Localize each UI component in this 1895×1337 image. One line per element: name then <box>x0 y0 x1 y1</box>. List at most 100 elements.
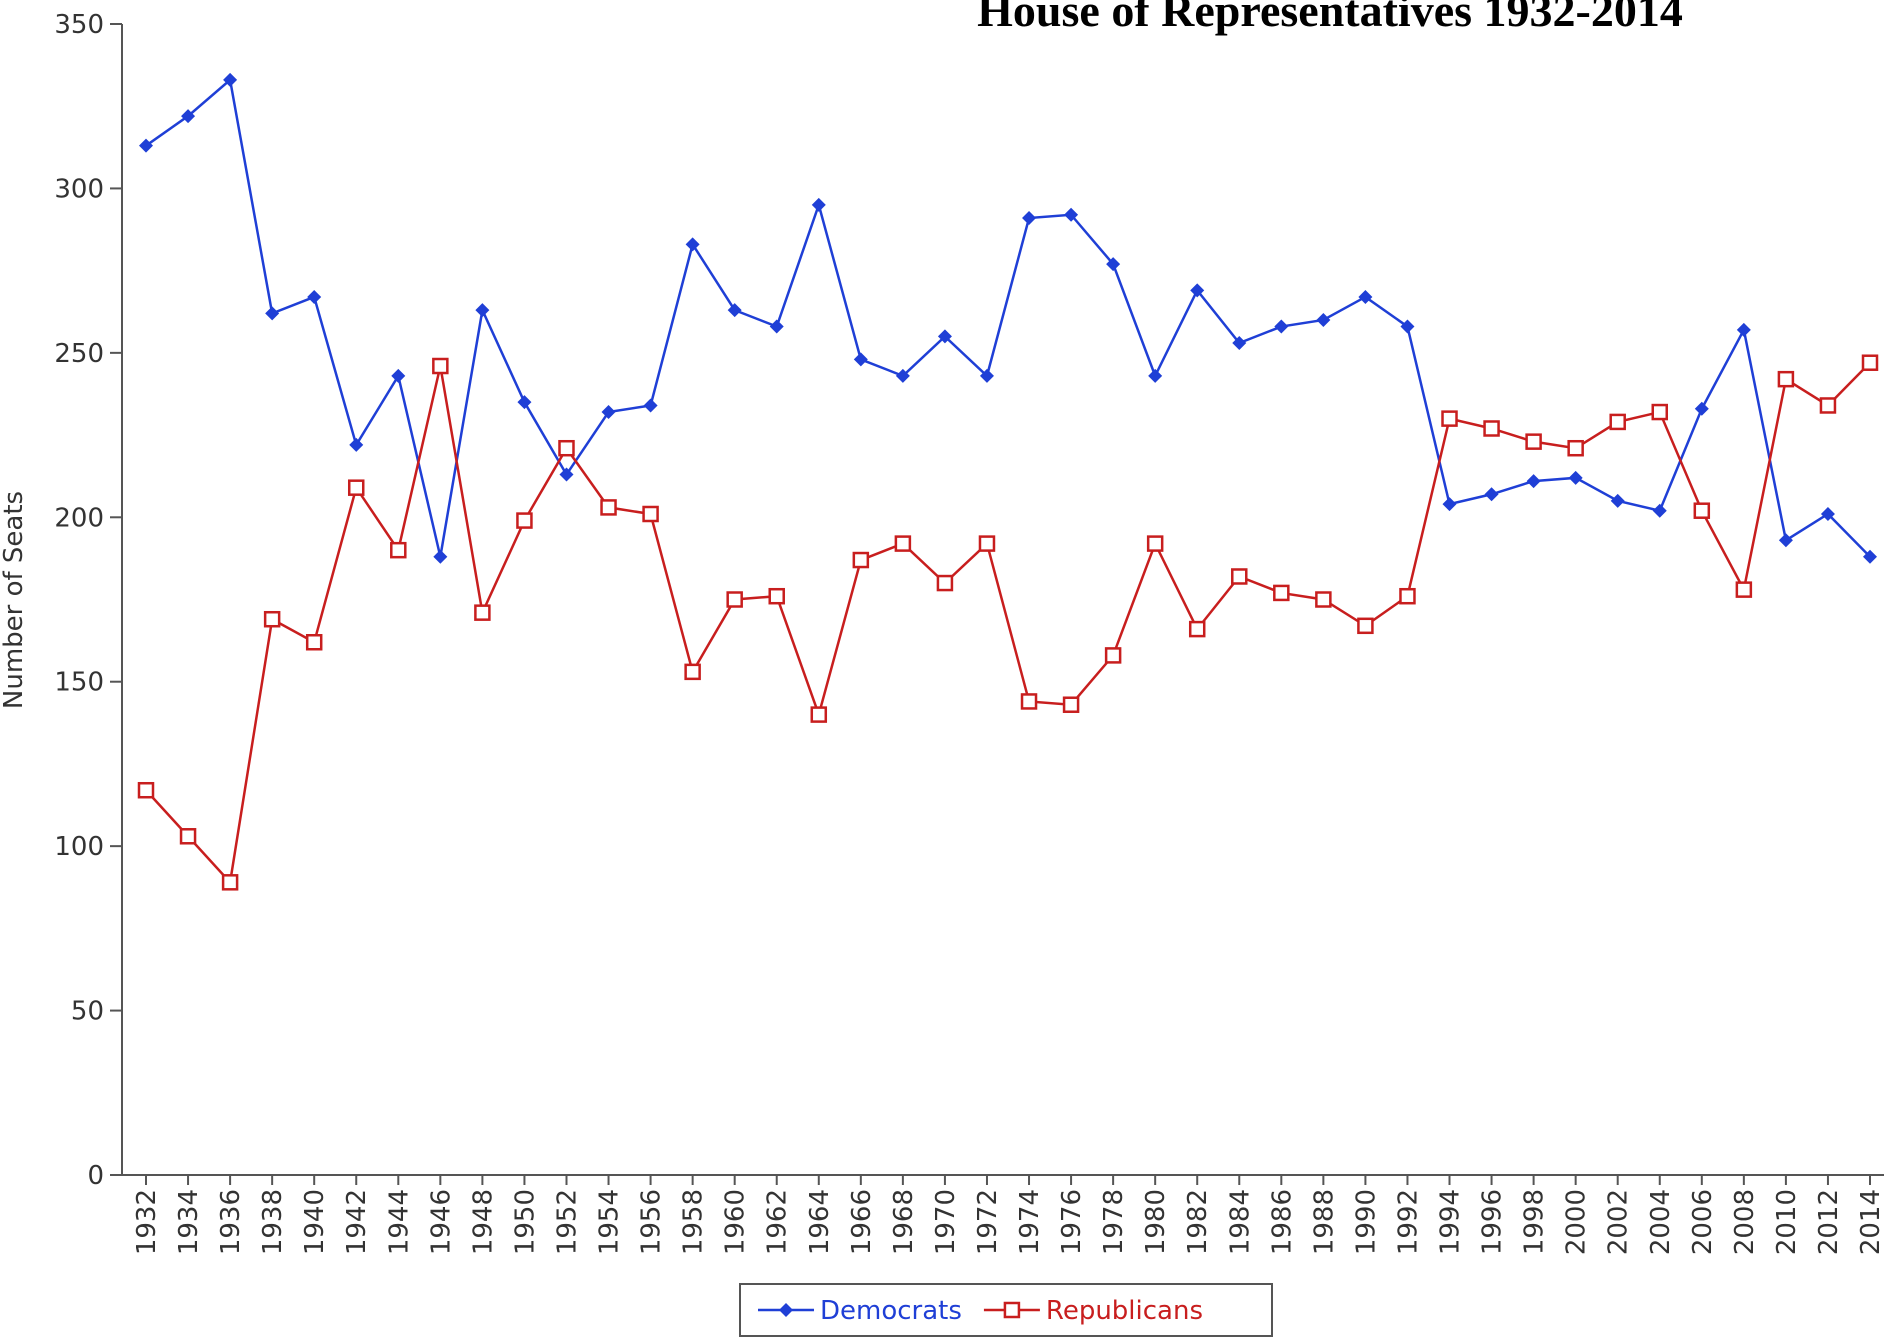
chart-title: House of Representatives 1932-2014 <box>977 0 1683 36</box>
series-line <box>145 361 1871 886</box>
x-tick-label: 1938 <box>258 1189 288 1255</box>
x-tick-label: 1936 <box>216 1189 246 1255</box>
x-tick-label: 2012 <box>1814 1189 1844 1255</box>
point <box>1525 433 1542 450</box>
x-tick-label: 1990 <box>1351 1189 1381 1255</box>
point <box>1020 693 1038 710</box>
point <box>1232 335 1247 350</box>
x-tick-label: 1984 <box>1225 1189 1255 1255</box>
point <box>1106 257 1121 272</box>
point <box>1104 647 1122 664</box>
point <box>517 395 532 410</box>
x-tick-label: 1956 <box>637 1189 667 1255</box>
point <box>936 574 954 592</box>
point <box>810 706 828 723</box>
point <box>1273 584 1290 602</box>
x-tick-label: 2010 <box>1772 1189 1802 1255</box>
y-tick-label: 50 <box>71 997 104 1027</box>
x-tick-label: 1988 <box>1309 1189 1339 1255</box>
point <box>1694 401 1709 416</box>
point <box>263 610 281 628</box>
x-tick-label: 1940 <box>300 1189 330 1255</box>
y-tick-label: 100 <box>54 832 104 862</box>
point <box>1399 587 1416 605</box>
point <box>305 634 323 651</box>
point <box>516 512 533 529</box>
x-tick-label: 1968 <box>889 1189 919 1255</box>
point <box>1693 502 1711 519</box>
point <box>1146 535 1164 552</box>
point <box>1777 370 1795 388</box>
x-tick-label: 1992 <box>1393 1189 1423 1255</box>
x-tick-label: 1996 <box>1478 1189 1508 1255</box>
x-tick-label: 1960 <box>721 1189 751 1255</box>
point <box>390 541 407 559</box>
x-tick-label: 1972 <box>973 1189 1003 1255</box>
series-line <box>145 77 1871 558</box>
point <box>1442 497 1457 512</box>
point <box>1274 319 1289 334</box>
point <box>137 781 155 799</box>
point <box>726 591 743 608</box>
point <box>433 549 448 564</box>
point <box>895 368 910 383</box>
point <box>1441 410 1458 427</box>
x-tick-label: 1982 <box>1183 1189 1213 1255</box>
x-tick-label: 1964 <box>805 1189 835 1255</box>
x-tick-label: 1970 <box>931 1189 961 1255</box>
point <box>179 828 197 845</box>
point <box>1651 403 1669 421</box>
x-tick-label: 2014 <box>1856 1189 1886 1255</box>
point <box>1064 207 1079 222</box>
point <box>685 237 700 252</box>
point <box>1609 413 1626 431</box>
point <box>1358 289 1373 304</box>
x-tick-label: 1974 <box>1015 1189 1045 1255</box>
point <box>1861 354 1879 371</box>
point <box>265 306 280 321</box>
point <box>1568 470 1583 485</box>
point <box>1190 283 1205 298</box>
point <box>349 437 364 452</box>
point <box>1778 533 1793 548</box>
point <box>1148 368 1163 383</box>
point <box>1736 322 1751 337</box>
point <box>642 505 659 523</box>
point <box>1062 696 1080 713</box>
x-tick-label: 2004 <box>1646 1189 1676 1255</box>
point <box>558 439 575 457</box>
x-tick-label: 1954 <box>595 1189 625 1255</box>
y-axis-label: Number of Seats <box>0 491 29 709</box>
x-tick-label: 1948 <box>468 1189 498 1255</box>
point <box>1231 568 1248 585</box>
point <box>559 467 574 482</box>
point <box>1820 506 1835 521</box>
x-tick-label: 1946 <box>426 1189 456 1255</box>
legend-marker <box>779 1303 793 1317</box>
point <box>894 535 912 552</box>
point <box>937 329 952 344</box>
legend-label: Republicans <box>1046 1296 1203 1326</box>
x-tick-label: 1952 <box>552 1189 582 1255</box>
point <box>1483 420 1500 437</box>
point <box>1022 211 1037 226</box>
x-tick-label: 1980 <box>1141 1189 1171 1255</box>
point <box>1863 549 1877 564</box>
point <box>600 499 617 516</box>
point <box>852 551 870 569</box>
point <box>1316 312 1331 327</box>
x-tick-label: 2002 <box>1604 1189 1634 1255</box>
point <box>768 587 785 605</box>
point <box>1567 439 1584 457</box>
point <box>811 197 826 212</box>
point <box>307 289 322 304</box>
point <box>643 398 658 413</box>
x-tick-label: 1976 <box>1057 1189 1087 1255</box>
x-tick-label: 2000 <box>1562 1189 1592 1255</box>
x-tick-label: 2008 <box>1730 1189 1760 1255</box>
point <box>1315 591 1332 608</box>
x-tick-label: 1986 <box>1267 1189 1297 1255</box>
y-tick-label: 0 <box>87 1161 104 1191</box>
point <box>221 874 239 891</box>
x-tick-label: 1942 <box>342 1189 372 1255</box>
